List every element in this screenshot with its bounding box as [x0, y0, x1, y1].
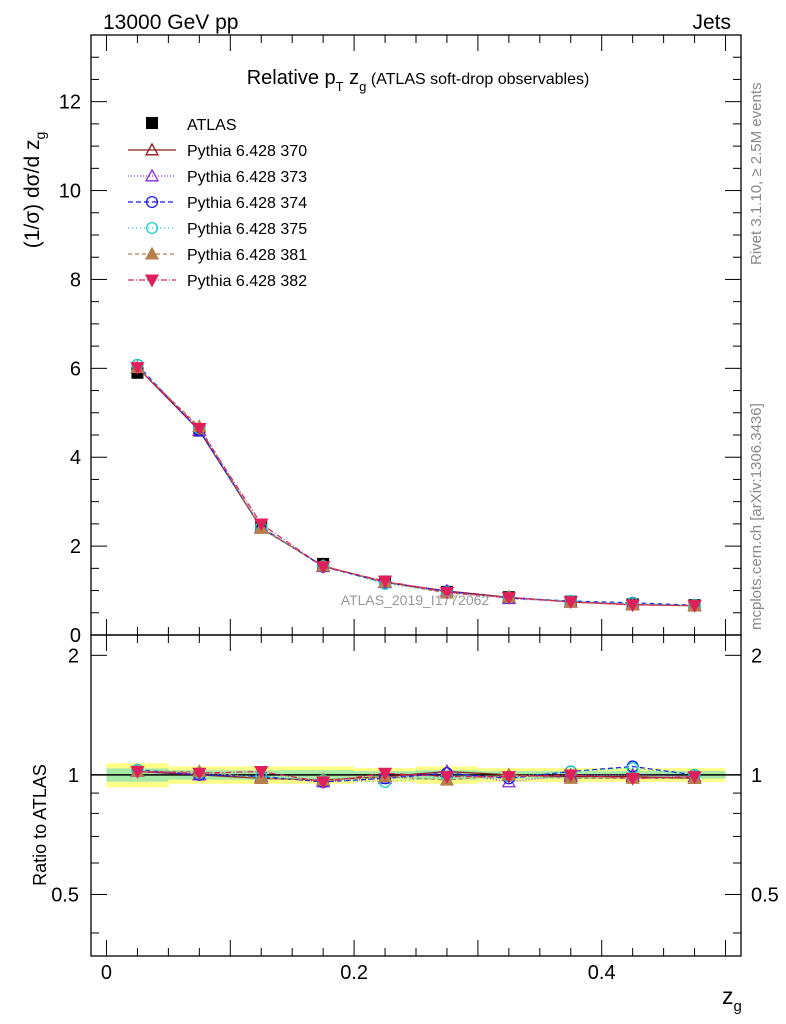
y-axis-label: (1/σ) dσ/d zg: [21, 132, 48, 249]
ratio-series-line: [137, 765, 695, 783]
series-line: [136, 367, 695, 607]
data-marker: [439, 771, 455, 784]
legend-label: Pythia 6.428 375: [187, 221, 307, 238]
y-tick-label: 12: [59, 92, 81, 114]
ratio-tick-label: 1: [751, 765, 762, 787]
x-tick-label: 0.2: [340, 962, 368, 984]
y-tick-label: 2: [70, 536, 81, 558]
ratio-panel: 0.5 0.51 12 2 0 0.2 0.4: [51, 35, 779, 984]
ratio-tick-label: 0.5: [51, 884, 79, 906]
data-marker: [316, 561, 331, 575]
legend-label: ATLAS: [187, 117, 237, 134]
legend-label: Pythia 6.428 373: [187, 169, 307, 186]
data-marker: [563, 769, 578, 783]
data-marker: [192, 767, 207, 781]
data-marker: [254, 518, 269, 532]
data-marker: [439, 586, 455, 600]
data-marker: [501, 592, 516, 605]
data-marker: [563, 596, 578, 610]
ratio-tick-label: 2: [751, 645, 762, 667]
y-tick-label: 4: [70, 447, 81, 469]
ratio-plot-content: [91, 760, 741, 790]
data-marker: [145, 195, 159, 209]
data-marker: [130, 766, 145, 779]
ratio-series-line: [137, 770, 695, 781]
data-marker: [144, 168, 160, 182]
main-plot-content: [130, 358, 702, 613]
x-axis-ticks: 0 0.2 0.4: [101, 35, 727, 984]
legend-label: Pythia 6.428 382: [187, 273, 307, 290]
series-line: [136, 367, 695, 607]
data-marker: [145, 221, 159, 235]
header-right-label: Jets: [692, 11, 731, 34]
header-left-label: 13000 GeV pp: [103, 11, 238, 34]
data-marker: [316, 776, 331, 790]
data-marker: [144, 246, 160, 260]
series-line: [136, 367, 695, 607]
series-line: [136, 367, 695, 607]
mcplots-label: mcplots.cern.ch [arXiv:1306.3436]: [748, 403, 765, 630]
data-marker: [501, 771, 516, 784]
legend-label: Pythia 6.428 374: [187, 195, 307, 212]
x-tick-label: 0: [101, 962, 112, 984]
ratio-tick-label: 1: [68, 765, 79, 787]
data-marker: [144, 142, 160, 156]
data-marker: [192, 423, 207, 436]
y-tick-label: 10: [59, 181, 81, 203]
legend-label: Pythia 6.428 381: [187, 247, 307, 264]
legend: ATLAS Pythia 6.428 370 Pythia 6.428 373 Pyt…: [128, 117, 307, 290]
data-marker: [377, 575, 393, 589]
data-marker: [130, 362, 145, 375]
x-axis-label: zg: [722, 983, 742, 1015]
data-marker: [687, 600, 702, 613]
main-panel: 0 2 4 6 8 10 12 Relative pT zg (ATLAS soft-dro…: [59, 34, 742, 647]
y-tick-label: 6: [70, 358, 81, 380]
series-line: [136, 364, 695, 606]
data-marker: [146, 117, 158, 129]
data-marker: [687, 771, 702, 784]
legend-label: Pythia 6.428 370: [187, 143, 307, 160]
ratio-tick-label: 2: [68, 645, 79, 667]
data-marker: [625, 599, 640, 613]
ratio-tick-label: 0.5: [751, 884, 779, 906]
data-marker: [625, 772, 640, 786]
x-tick-label: 0.4: [588, 962, 616, 984]
ratio-frame: [90, 634, 742, 957]
ratio-series-line: [137, 770, 695, 783]
data-marker: [144, 274, 160, 288]
ratio-y-ticks: 0.5 0.5 1 1 2 2: [51, 645, 779, 934]
analysis-watermark: ATLAS_2019_I1772062: [341, 592, 490, 608]
chart-title: Relative pT zg (ATLAS soft-drop observab…: [247, 67, 590, 94]
y-tick-label: 8: [70, 269, 81, 291]
y-tick-label: 0: [70, 625, 81, 647]
main-y-ticks: 0 2 4 6 8 10 12: [59, 56, 741, 647]
ratio-y-axis-label: Ratio to ATLAS: [30, 764, 50, 886]
rivet-version-label: Rivet 3.1.10, ≥ 2.5M events: [748, 83, 765, 266]
data-marker: [377, 767, 393, 781]
series-line: [136, 364, 695, 606]
data-marker: [254, 766, 269, 779]
